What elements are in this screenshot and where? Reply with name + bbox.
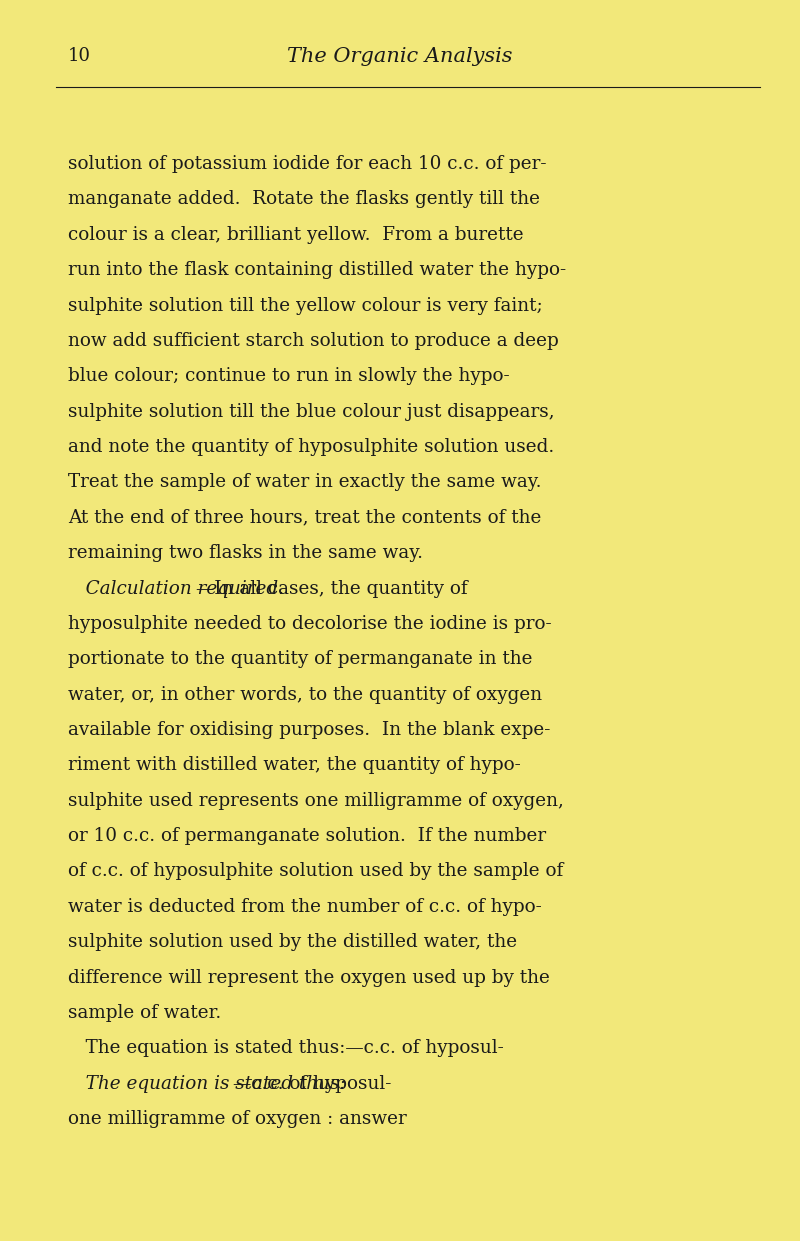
Text: or 10 c.c. of permanganate solution.  If the number: or 10 c.c. of permanganate solution. If … xyxy=(68,827,546,845)
Text: now add sufficient starch solution to produce a deep: now add sufficient starch solution to pr… xyxy=(68,333,558,350)
Text: riment with distilled water, the quantity of hypo-: riment with distilled water, the quantit… xyxy=(68,757,521,774)
Text: of c.c. of hyposulphite solution used by the sample of: of c.c. of hyposulphite solution used by… xyxy=(68,862,563,881)
Text: manganate added.  Rotate the flasks gently till the: manganate added. Rotate the flasks gentl… xyxy=(68,191,540,208)
Text: and note the quantity of hyposulphite solution used.: and note the quantity of hyposulphite so… xyxy=(68,438,554,457)
Text: The Organic Analysis: The Organic Analysis xyxy=(287,47,513,66)
Text: water, or, in other words, to the quantity of oxygen: water, or, in other words, to the quanti… xyxy=(68,685,542,704)
Text: hyposulphite needed to decolorise the iodine is pro-: hyposulphite needed to decolorise the io… xyxy=(68,616,552,633)
Text: The equation is stated thus:—c.c. of hyposul-: The equation is stated thus:—c.c. of hyp… xyxy=(68,1040,504,1057)
Text: portionate to the quantity of permanganate in the: portionate to the quantity of permangana… xyxy=(68,650,533,669)
Text: 10: 10 xyxy=(68,47,91,66)
Text: blue colour; continue to run in slowly the hypo-: blue colour; continue to run in slowly t… xyxy=(68,367,510,386)
Text: colour is a clear, brilliant yellow.  From a burette: colour is a clear, brilliant yellow. Fro… xyxy=(68,226,524,244)
Text: Treat the sample of water in exactly the same way.: Treat the sample of water in exactly the… xyxy=(68,473,542,491)
Text: sample of water.: sample of water. xyxy=(68,1004,222,1023)
Text: —In all cases, the quantity of: —In all cases, the quantity of xyxy=(196,580,468,598)
Text: sulphite solution till the blue colour just disappears,: sulphite solution till the blue colour j… xyxy=(68,403,554,421)
Text: solution of potassium iodide for each 10 c.c. of per-: solution of potassium iodide for each 10… xyxy=(68,155,546,174)
Text: remaining two flasks in the same way.: remaining two flasks in the same way. xyxy=(68,544,423,562)
Text: water is deducted from the number of c.c. of hypo-: water is deducted from the number of c.c… xyxy=(68,898,542,916)
Text: sulphite solution till the yellow colour is very faint;: sulphite solution till the yellow colour… xyxy=(68,297,542,315)
Text: available for oxidising purposes.  In the blank expe-: available for oxidising purposes. In the… xyxy=(68,721,550,740)
Text: difference will represent the oxygen used up by the: difference will represent the oxygen use… xyxy=(68,968,550,987)
Text: Calculation required.: Calculation required. xyxy=(68,580,284,598)
Text: sulphite solution used by the distilled water, the: sulphite solution used by the distilled … xyxy=(68,933,517,952)
Text: one milligramme of oxygen : answer: one milligramme of oxygen : answer xyxy=(68,1111,406,1128)
Text: run into the flask containing distilled water the hypo-: run into the flask containing distilled … xyxy=(68,262,566,279)
Text: —c.c. of hyposul-: —c.c. of hyposul- xyxy=(234,1075,392,1093)
Text: The equation is stated thus:: The equation is stated thus: xyxy=(68,1075,346,1093)
Text: At the end of three hours, treat the contents of the: At the end of three hours, treat the con… xyxy=(68,509,542,527)
Text: sulphite used represents one milligramme of oxygen,: sulphite used represents one milligramme… xyxy=(68,792,564,810)
